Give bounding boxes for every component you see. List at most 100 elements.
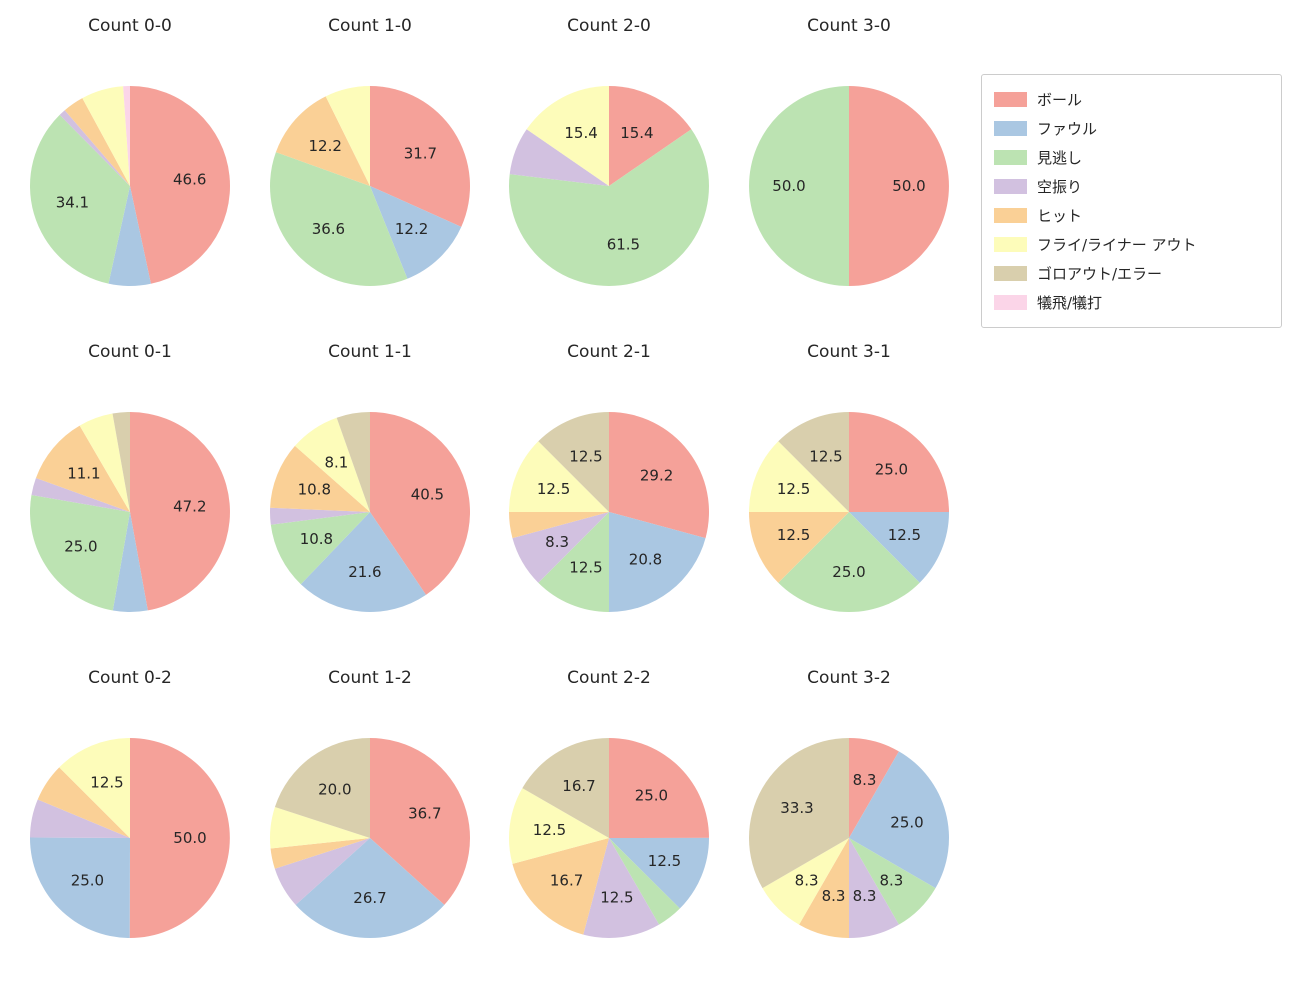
pie-slice [300,512,426,613]
pct-label: 12.5 [600,889,633,907]
pie-count-2-2: 25.0 12.5 12.5 16.7 12.5 16.7 [508,738,710,939]
pie-slice [270,512,370,585]
pct-label: 46.6 [173,171,206,189]
pct-label: 31.7 [404,144,437,162]
pie-slice [538,412,609,512]
pie-count-1-0: 31.7 12.2 36.6 12.2 [270,86,470,286]
pct-label: 61.5 [607,235,640,253]
pie-chart-count-0-1: Count 0-1 47.2 25.0 11.1 [20,340,240,622]
pct-label: 12.5 [569,558,602,576]
pie-slice [509,512,609,539]
pct-label: 12.2 [395,220,428,238]
pct-label: 11.1 [67,465,100,483]
swinging-strike-color-swatch [994,179,1027,194]
chart-title: Count 0-1 [88,342,172,362]
chart-title: Count 3-0 [807,16,891,36]
pie-slice [849,751,949,889]
pie-slice [82,86,130,186]
pct-label: 25.0 [890,814,923,832]
chart-title: Count 1-2 [328,668,412,688]
pie-slice [31,478,130,512]
pie-slice [112,412,130,512]
pie-slice [274,738,370,838]
pie-chart-count-2-0: Count 2-0 15.4 61.5 15.4 [499,14,719,296]
legend-item-swinging-strike: 空振り [994,172,1269,201]
pct-label: 50.0 [772,177,805,195]
legend-label: ボール [1037,91,1083,109]
pie-slice [274,838,370,905]
pie-slice [79,413,130,512]
pie-slice [748,738,849,889]
pct-label: 21.6 [348,563,381,581]
pie-slice [29,114,131,284]
pie-slice [123,86,130,186]
pie-chart-count-3-0: Count 3-0 50.0 50.0 [739,14,959,296]
pie-slice [508,129,709,286]
chart-title: Count 2-0 [567,16,651,36]
pct-label: 16.7 [550,872,583,890]
pie-slice [762,838,849,925]
pct-label: 12.2 [308,137,341,155]
pct-label: 34.1 [56,194,89,212]
chart-title: Count 3-1 [807,342,891,362]
pie-slice [270,445,370,512]
pie-slice [522,738,609,838]
pct-label: 25.0 [71,871,104,889]
sacrifice-color-swatch [994,295,1027,310]
pct-label: 25.0 [635,787,668,805]
pie-slice [508,788,609,864]
foul-color-swatch [994,121,1027,136]
pie-slice [370,186,462,279]
pie-slice [336,412,370,512]
pie-slice [59,110,130,186]
pie-slice [749,86,849,286]
pie-chart-count-1-0: Count 1-0 31.7 12.2 36.6 12.2 [260,14,480,296]
pct-label: 12.5 [648,852,681,870]
chart-title: Count 2-1 [567,342,651,362]
pct-label: 20.0 [318,780,351,798]
legend-item-fly-liner-out: フライ/ライナー アウト [994,230,1269,259]
chart-title: Count 2-2 [567,668,651,688]
pie-slice [778,512,920,612]
pie-slice [509,441,609,512]
legend-item-sacrifice: 犠飛/犠打 [994,288,1269,317]
pie-slice [609,738,709,838]
pie-count-3-0: 50.0 50.0 [749,86,949,286]
pie-slice [512,512,609,583]
legend-label: ファウル [1037,120,1098,138]
pie-count-1-2: 36.7 26.7 20.0 [269,738,471,939]
pie-chart-count-3-1: Count 3-1 25.0 12.5 25.0 12.5 12.5 12.5 [739,340,959,622]
pct-label: 8.3 [853,771,877,789]
pct-label: 12.5 [533,821,566,839]
pie-slice [538,512,609,612]
legend: ボール ファウル 見逃し 空振り ヒット フライ/ライナー アウト ゴロアウト/… [981,74,1282,328]
pie-slice [512,838,609,935]
pie-count-2-1: 29.220.812.58.312.512.5 [509,412,710,612]
pct-label: 25.0 [64,538,97,556]
pct-label: 25.0 [832,563,865,581]
pie-slice [609,412,710,539]
pie-count-1-1: 40.5 21.6 10.8 10.8 8.1 [270,412,471,613]
pie-slice [749,441,849,512]
legend-item-ball: ボール [994,85,1269,114]
pie-slice [37,767,130,838]
pie-chart-count-0-0: Count 0-0 46.6 34.1 [20,14,240,296]
pie-slice [270,838,370,869]
pct-label: 40.5 [411,485,444,503]
fly-liner-out-color-swatch [994,237,1027,252]
pct-label: 29.2 [640,467,673,485]
pie-slice [849,412,949,512]
hit-color-swatch [994,208,1027,223]
pie-slice [130,86,231,284]
pie-count-0-0: 46.6 34.1 [29,86,231,287]
chart-title: Count 0-0 [88,16,172,36]
pie-slice [112,512,148,612]
pie-count-3-2: 8.325.08.38.38.38.333.3 [748,738,949,938]
pie-slice [609,837,710,909]
pie-slice [509,129,609,186]
pie-count-2-0: 15.4 61.5 15.4 [508,86,709,286]
pie-slice [64,98,130,186]
pct-label: 15.4 [564,124,597,142]
legend-item-foul: ファウル [994,114,1269,143]
pie-slice [270,152,408,286]
